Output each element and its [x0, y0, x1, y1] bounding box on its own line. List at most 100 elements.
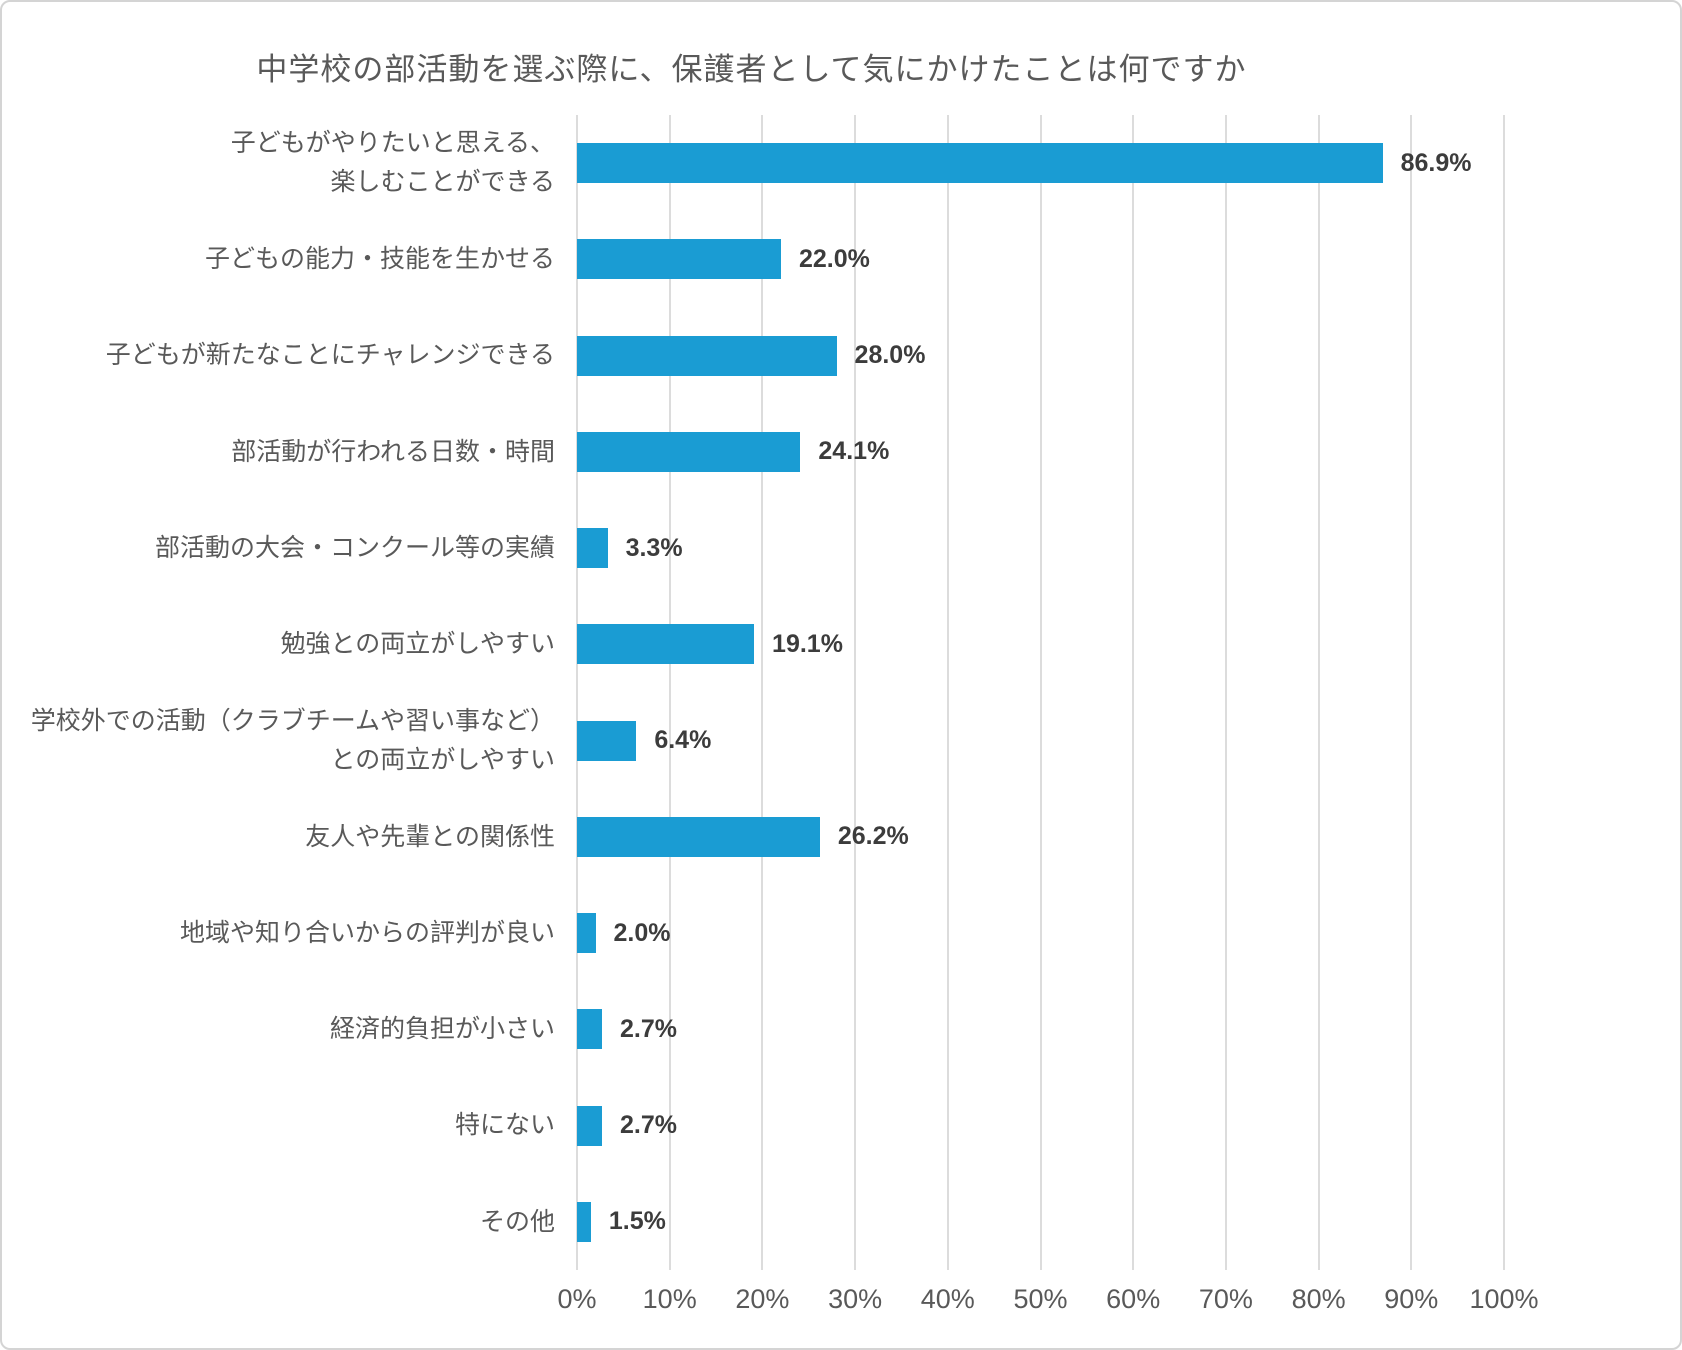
bar-track: 3.3%: [577, 528, 1504, 569]
x-tick-label: 10%: [642, 1284, 697, 1314]
category-label-line: 地域や知り合いからの評判が良い: [179, 918, 555, 947]
category-label: 特にない: [2, 1106, 577, 1145]
category-label: 勉強との両立がしやすい: [2, 625, 577, 664]
bar-row: 経済的負担が小さい 2.7%: [2, 981, 1680, 1077]
category-label-line: 部活動が行われる日数・時間: [231, 437, 555, 466]
x-tick-label: 40%: [920, 1284, 975, 1314]
gridline: [1039, 115, 1042, 1270]
category-label-line: 部活動の大会・コンクール等の実績: [154, 533, 555, 562]
category-label-line: 学校外での活動（クラブチームや習い事など）: [30, 706, 555, 735]
bar: [577, 335, 837, 376]
value-label: 1.5%: [608, 1207, 666, 1236]
bar: [577, 816, 820, 857]
bar: [577, 624, 755, 665]
category-label: 子どもの能力・技能を生かせる: [2, 240, 577, 279]
value-label: 6.4%: [654, 726, 712, 755]
bar-track: 26.2%: [577, 816, 1504, 857]
x-tick-label: 50%: [1013, 1284, 1068, 1314]
bar-row: 友人や先輩との関係性 26.2%: [2, 789, 1680, 885]
x-tick-label: 80%: [1291, 1284, 1346, 1314]
category-label-line: 勉強との両立がしやすい: [280, 630, 555, 658]
category-label-line: 楽しむことができる: [330, 168, 555, 197]
category-label: 友人や先輩との関係性: [2, 818, 577, 857]
category-label-line: 子どもが新たなことにチャレンジできる: [105, 341, 555, 370]
bar: [577, 528, 608, 569]
bar: [577, 1105, 603, 1146]
gridline: [946, 115, 949, 1270]
bar-track: 86.9%: [577, 143, 1504, 184]
bar: [577, 431, 801, 472]
bar: [577, 720, 637, 761]
category-label: 学校外での活動（クラブチームや習い事など） との両立がしやすい: [2, 702, 577, 780]
category-label-line: 子どもの能力・技能を生かせる: [204, 245, 555, 273]
x-tick-label: 100%: [1469, 1284, 1539, 1314]
value-label: 28.0%: [854, 341, 926, 370]
value-label: 22.0%: [798, 244, 870, 273]
value-label: 26.2%: [837, 822, 909, 851]
x-tick-label: 90%: [1384, 1284, 1439, 1314]
x-tick-label: 20%: [735, 1284, 790, 1314]
category-label-line: との両立がしやすい: [330, 745, 555, 774]
category-label: 経済的負担が小さい: [2, 1010, 577, 1049]
bar-row: 子どもの能力・技能を生かせる 22.0%: [2, 211, 1680, 307]
category-label: 部活動の大会・コンクール等の実績: [2, 529, 577, 568]
bar: [577, 913, 596, 954]
value-label: 86.9%: [1400, 148, 1472, 177]
value-label: 2.7%: [620, 1014, 677, 1043]
bar-row: その他 1.5%: [2, 1174, 1680, 1270]
x-tick-label: 70%: [1198, 1284, 1253, 1314]
gridline: [1410, 115, 1413, 1270]
bar-row: 部活動の大会・コンクール等の実績 3.3%: [2, 500, 1680, 596]
gridline: [1317, 115, 1320, 1270]
bar-rows: 子どもがやりたいと思える、楽しむことができる 86.9% 子どもの能力・技能を生かせ…: [2, 115, 1680, 1270]
bar-track: 1.5%: [577, 1201, 1504, 1242]
category-label: 子どもがやりたいと思える、楽しむことができる: [2, 124, 577, 202]
bar-track: 2.0%: [577, 913, 1504, 954]
gridline: [576, 115, 578, 1270]
x-axis: 0% 10% 20% 30% 40% 50% 60% 70% 80% 90% 100%: [557, 1284, 1538, 1324]
category-label: 子どもが新たなことにチャレンジできる: [2, 336, 577, 375]
bar-track: 2.7%: [577, 1105, 1504, 1146]
category-label-line: 特にない: [454, 1111, 555, 1140]
x-tick-label: 0%: [557, 1284, 597, 1314]
value-label: 2.7%: [620, 1111, 677, 1140]
bar-row: 地域や知り合いからの評判が良い 2.0%: [2, 885, 1680, 981]
category-label: その他: [2, 1203, 577, 1242]
bar-row: 学校外での活動（クラブチームや習い事など） との両立がしやすい 6.4%: [2, 693, 1680, 789]
gridline: [1503, 115, 1505, 1270]
bar-track: 24.1%: [577, 431, 1504, 472]
bar-row: 子どもがやりたいと思える、楽しむことができる 86.9%: [2, 115, 1680, 211]
value-label: 19.1%: [772, 629, 843, 658]
bar: [577, 239, 781, 280]
bar-track: 2.7%: [577, 1009, 1504, 1050]
value-label: 24.1%: [818, 437, 890, 466]
category-label-line: その他: [479, 1207, 555, 1236]
category-label-line: 友人や先輩との関係性: [305, 822, 555, 851]
chart-title: 中学校の部活動を選ぶ際に、保護者として気にかけたことは何ですか: [256, 52, 1247, 87]
bar: [577, 1009, 603, 1050]
value-label: 3.3%: [625, 533, 683, 562]
bar-track: 28.0%: [577, 335, 1504, 376]
plot-area: 子どもがやりたいと思える、楽しむことができる 86.9% 子どもの能力・技能を生かせ…: [2, 115, 1680, 1270]
bar-track: 19.1%: [577, 624, 1504, 665]
bar-track: 6.4%: [577, 720, 1504, 761]
bar-track: 22.0%: [577, 239, 1504, 280]
category-label-line: 子どもがやりたいと思える、: [230, 129, 555, 158]
gridline: [668, 115, 671, 1270]
category-label: 部活動が行われる日数・時間: [2, 433, 577, 472]
bar-row: 勉強との両立がしやすい 19.1%: [2, 596, 1680, 692]
x-tick-label: 30%: [828, 1284, 883, 1314]
gridline: [854, 115, 857, 1270]
bar: [577, 143, 1383, 184]
bar-row: 特にない 2.7%: [2, 1078, 1680, 1174]
gridline: [1132, 115, 1135, 1270]
gridline: [761, 115, 764, 1270]
gridlines: [576, 115, 1505, 1270]
bar: [577, 1201, 591, 1242]
bar-row: 部活動が行われる日数・時間 24.1%: [2, 404, 1680, 500]
bar-row: 子どもが新たなことにチャレンジできる 28.0%: [2, 308, 1680, 404]
category-label: 地域や知り合いからの評判が良い: [2, 914, 577, 953]
category-label-line: 経済的負担が小さい: [329, 1015, 555, 1043]
x-tick-label: 60%: [1106, 1284, 1161, 1314]
